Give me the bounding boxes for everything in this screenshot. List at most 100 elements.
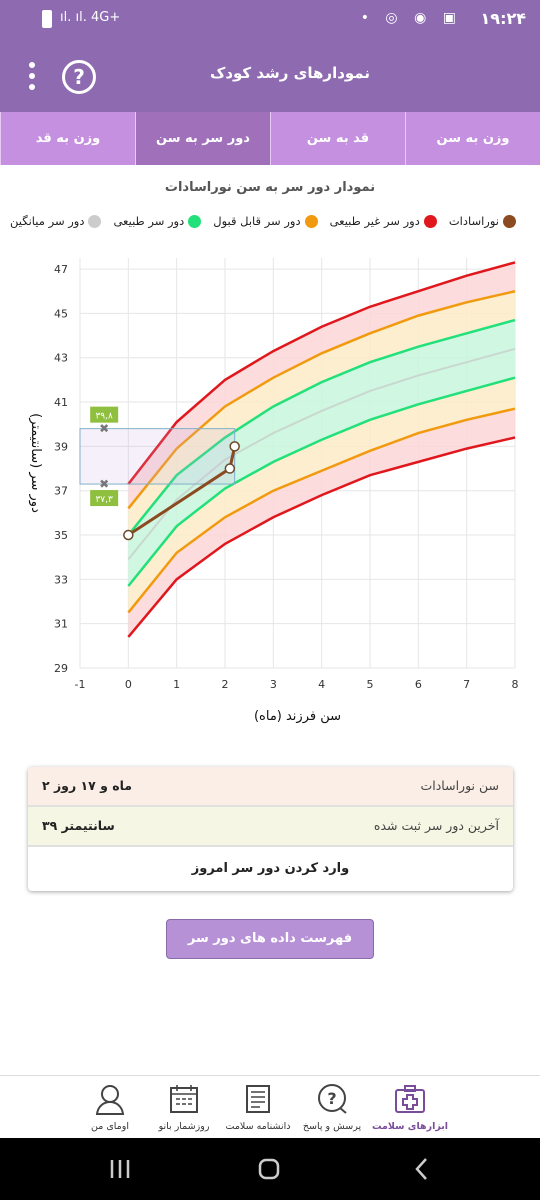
range-label: ۳۷,۳ — [95, 495, 113, 505]
y-tick-label: 43 — [54, 352, 68, 365]
x-tick-label: 5 — [367, 678, 374, 691]
age-value: ۲ ماه و ۱۷ روز — [42, 778, 133, 793]
legend-label: نوراسادات — [448, 214, 499, 228]
legend-dot — [188, 214, 202, 228]
x-tick-label: 4 — [318, 678, 325, 691]
help-button[interactable]: ? — [62, 60, 96, 94]
legend-item: دور سر غیر طبیعی — [330, 214, 437, 228]
tab-height-for-age[interactable]: قد به سن — [270, 112, 405, 165]
legend-dot — [503, 214, 516, 228]
back-icon[interactable] — [415, 1158, 427, 1180]
y-tick-label: 35 — [54, 529, 68, 542]
medkit-icon — [395, 1085, 425, 1113]
calendar-icon — [170, 1085, 198, 1113]
system-nav-bar — [0, 1138, 540, 1200]
chart-legend: نوراسادات دور سر غیر طبیعی دور سر قابل ق… — [10, 214, 516, 228]
legend-item: دور سر طبیعی — [113, 214, 202, 228]
legend-dot — [423, 214, 437, 228]
y-tick-label: 47 — [54, 263, 68, 276]
status-bar: ıl. ıl. 4G+ • ◎ ◉ ▣ ۱۹:۲۴ — [0, 0, 540, 40]
child-data-point — [123, 529, 134, 541]
nav-health-tools[interactable]: ابزارهای سلامت — [370, 1082, 450, 1132]
page-title: نمودارهای رشد کودک — [209, 64, 370, 82]
legend-item: نوراسادات — [449, 214, 516, 228]
age-row: سن نوراسادات ۲ ماه و ۱۷ روز — [28, 767, 513, 807]
band-fill — [128, 408, 516, 637]
legend-dot — [88, 214, 102, 228]
series-line — [127, 407, 516, 614]
band-fill — [128, 291, 516, 536]
nav-label: روزشمار بانو — [158, 1121, 210, 1132]
info-card: سن نوراسادات ۲ ماه و ۱۷ روز آخرین دور سر… — [28, 767, 513, 891]
nav-label: اومای من — [91, 1121, 129, 1132]
last-measure-value: ۳۹ سانتیمتر — [42, 818, 115, 833]
last-measure-row: آخرین دور سر ثبت شده ۳۹ سانتیمتر — [28, 807, 513, 847]
age-label: سن نوراسادات — [420, 778, 500, 793]
legend-label: دور سر میانگین — [10, 214, 85, 228]
nav-label: پرسش و پاسخ — [302, 1121, 362, 1132]
question-bubble-icon: ? — [318, 1084, 347, 1114]
x-tick-label: 6 — [415, 678, 422, 691]
notification-icons: • ◎ ◉ ▣ — [360, 10, 462, 26]
child-data-point — [229, 441, 240, 452]
band-fill — [128, 377, 516, 613]
y-tick-label: 45 — [54, 307, 68, 320]
x-tick-label: 3 — [270, 678, 277, 691]
range-label: ۳۹,۸ — [95, 412, 113, 422]
nav-qa[interactable]: ? پرسش و پاسخ — [292, 1082, 372, 1132]
series-line — [127, 347, 516, 561]
y-tick-label: 41 — [54, 396, 68, 409]
home-icon[interactable] — [258, 1158, 280, 1180]
legend-item: دور سر میانگین — [10, 214, 102, 228]
range-marker: ✖ — [99, 422, 109, 436]
x-tick-label: -1 — [75, 678, 86, 691]
range-label-bg — [90, 406, 119, 423]
y-tick-label: 37 — [54, 485, 68, 498]
clock: ۱۹:۲۴ — [480, 9, 526, 28]
x-axis-label: سن فرزند (ماه) — [254, 709, 341, 724]
child-data-point — [224, 463, 236, 474]
x-tick-label: 8 — [512, 678, 519, 691]
tab-bar: وزن به قد دور سر به سن قد به سن وزن به س… — [0, 112, 540, 165]
encyclopedia-icon — [246, 1085, 270, 1113]
x-tick-label: 7 — [463, 678, 470, 691]
x-tick-label: 2 — [222, 678, 229, 691]
data-list-button[interactable]: فهرست داده های دور سر نوراسادات — [166, 919, 374, 984]
nav-label: دانشنامه سلامت — [225, 1121, 291, 1132]
y-tick-label: 29 — [54, 662, 68, 675]
profile-icon — [95, 1085, 125, 1115]
range-marker: ✖ — [99, 477, 109, 491]
band-fill — [128, 348, 516, 586]
band-fill — [128, 320, 516, 560]
series-line — [127, 261, 516, 485]
more-options-icon[interactable] — [22, 58, 42, 94]
app-bar: ? نمودارهای رشد کودک — [0, 40, 540, 112]
series-line — [127, 290, 516, 510]
legend-label: دور سر غیر طبیعی — [329, 214, 420, 228]
nav-profile[interactable]: اومای من — [70, 1082, 150, 1132]
battery-icon — [42, 10, 52, 28]
nav-label: ابزارهای سلامت — [371, 1121, 449, 1132]
x-tick-label: 1 — [173, 678, 180, 691]
recent-apps-icon[interactable] — [110, 1160, 130, 1178]
tab-weight-for-age[interactable]: وزن به سن — [405, 112, 540, 165]
legend-dot — [304, 214, 318, 228]
range-highlight — [79, 428, 236, 485]
nav-calendar[interactable]: روزشمار بانو — [144, 1082, 224, 1132]
range-label-bg — [90, 490, 119, 507]
signal-icon: ıl. ıl. 4G+ — [60, 10, 121, 25]
tab-head-circumference[interactable]: دور سر به سن — [135, 112, 270, 165]
tab-weight-for-height[interactable]: وزن به قد — [0, 112, 135, 165]
legend-item: دور سر قابل قبول — [213, 214, 318, 228]
legend-label: دور سر طبیعی — [113, 214, 185, 228]
system-nav-icons — [110, 1158, 427, 1180]
network-type: 4G+ — [90, 10, 121, 25]
svg-text:?: ? — [327, 1089, 336, 1108]
band-fill — [128, 262, 516, 509]
chart-title: نمودار دور سر به سن نوراسادات — [164, 180, 376, 195]
y-axis-label: دور سر (سانتیمتر) — [28, 413, 43, 513]
series-line — [127, 436, 516, 638]
nav-encyclopedia[interactable]: دانشنامه سلامت — [218, 1082, 298, 1132]
y-tick-label: 31 — [54, 618, 68, 631]
enter-today-button[interactable]: وارد کردن دور سر امروز — [191, 861, 350, 876]
